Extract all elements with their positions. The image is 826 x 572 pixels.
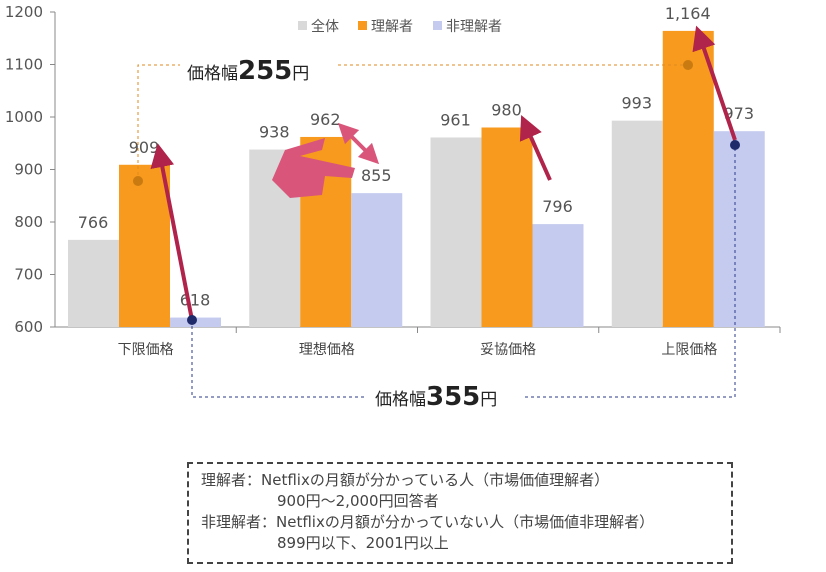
data-label: 962 <box>310 110 341 129</box>
bar <box>68 239 119 327</box>
legend-swatch <box>433 21 442 30</box>
arrow <box>519 115 552 181</box>
bar <box>481 127 533 327</box>
range-line <box>137 64 180 181</box>
data-label: 961 <box>440 110 471 129</box>
data-label: 766 <box>78 213 109 232</box>
legend-label: 理解者 <box>371 19 413 35</box>
data-label: 973 <box>723 104 754 123</box>
bar <box>532 224 584 327</box>
range-label: 価格幅255円 <box>187 56 309 86</box>
definition-note: 理解者：Netflixの月額が分かっている人（市場価値理解者） 900円～2,0… <box>187 462 733 564</box>
data-label: 618 <box>180 291 211 310</box>
legend-swatch <box>298 21 307 30</box>
note-line: 理解者：Netflixの月額が分かっている人（市場価値理解者） <box>201 471 610 489</box>
pointing-hand-icon <box>272 138 355 198</box>
data-label: 980 <box>491 101 522 120</box>
legend-label: 全体 <box>311 18 339 35</box>
data-label: 909 <box>129 138 160 157</box>
y-tick-label: 1000 <box>5 108 43 126</box>
bar <box>713 131 765 327</box>
y-tick-label: 900 <box>14 161 43 179</box>
arrow <box>150 143 194 321</box>
bar <box>430 137 482 327</box>
range-line <box>191 320 365 398</box>
legend-swatch <box>358 21 367 30</box>
marker-dot <box>683 60 693 70</box>
data-label: 855 <box>361 166 392 185</box>
marker-dot <box>133 176 143 186</box>
bar <box>611 120 663 327</box>
y-tick-label: 1100 <box>5 56 43 74</box>
bar <box>662 30 714 328</box>
range-line <box>525 145 736 398</box>
data-label: 938 <box>259 123 290 142</box>
data-label: 796 <box>542 197 573 216</box>
note-line: 非理解者：Netflixの月額が分かっていない人（市場価値非理解者） <box>201 513 655 531</box>
marker-dot <box>187 315 197 325</box>
x-tick-label: 理想価格 <box>299 342 355 358</box>
note-line: 899円以下、2001円以上 <box>277 534 449 552</box>
marker-dot <box>730 140 740 150</box>
x-tick-label: 上限価格 <box>661 342 717 358</box>
y-tick-label: 1200 <box>5 3 43 21</box>
y-tick-label: 700 <box>14 266 43 284</box>
x-tick-label: 下限価格 <box>118 342 174 358</box>
y-tick-label: 800 <box>14 213 43 231</box>
bar <box>119 164 170 327</box>
bar <box>351 193 403 327</box>
double-arrow <box>337 122 380 165</box>
data-label: 1,164 <box>665 4 711 23</box>
data-label: 993 <box>621 94 652 113</box>
note-line: 900円～2,000円回答者 <box>277 492 439 510</box>
y-tick-label: 600 <box>14 318 43 336</box>
range-label: 価格幅355円 <box>375 382 497 412</box>
legend-label: 非理解者 <box>446 19 502 35</box>
arrow <box>692 25 737 141</box>
bar-chart: 600 700 800 900 1000 1100 1200 下限価格 理想価格 妥協価格 上限価格… <box>5 3 781 412</box>
x-tick-label: 妥協価格 <box>480 342 536 358</box>
